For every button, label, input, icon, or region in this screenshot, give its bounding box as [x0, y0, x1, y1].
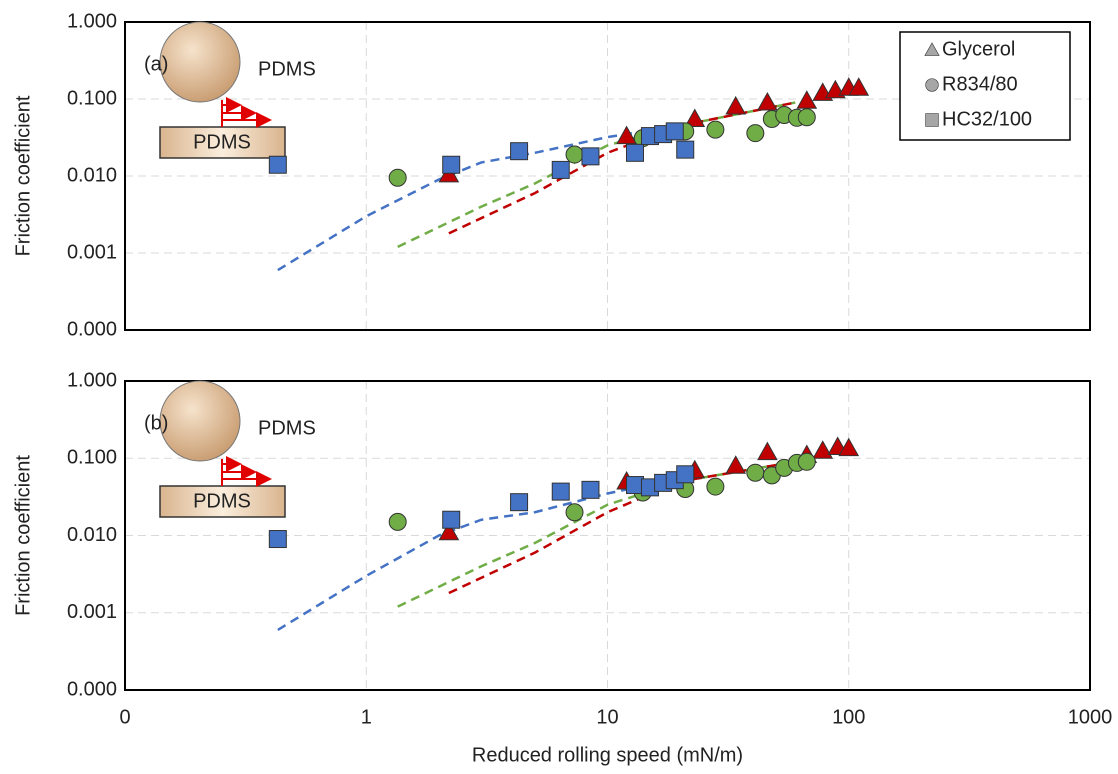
point	[676, 465, 695, 484]
point	[581, 147, 600, 166]
point	[625, 143, 644, 162]
point	[510, 493, 529, 512]
panel-label: (a)	[144, 53, 168, 75]
point	[565, 145, 584, 164]
point	[510, 142, 529, 161]
point	[442, 510, 461, 529]
plot-frame	[124, 380, 1091, 691]
y-tick-label: 0.001	[67, 601, 117, 623]
inset-label: PDMS	[258, 58, 316, 80]
point	[665, 122, 684, 141]
point	[797, 108, 816, 127]
point	[812, 440, 834, 459]
y-axis-label: Friction coefficient	[12, 95, 34, 256]
point	[551, 482, 570, 501]
legend-label: R834/80	[942, 73, 1018, 95]
point	[684, 108, 706, 127]
panel-label: (b)	[144, 412, 168, 434]
point	[565, 503, 584, 522]
x-tick-label: 1	[361, 706, 372, 728]
point	[268, 530, 287, 549]
point	[848, 77, 870, 96]
point	[388, 512, 407, 531]
y-tick-label: 1.000	[67, 369, 117, 391]
point	[757, 91, 778, 111]
fit-line	[397, 101, 796, 249]
inset-slab	[159, 126, 286, 159]
point	[796, 90, 818, 109]
y-tick-label: 1.000	[67, 10, 117, 32]
legend-label: HC32/100	[942, 108, 1032, 130]
point	[676, 140, 695, 159]
x-axis-label: Reduced rolling speed (mN/m)	[472, 744, 743, 766]
y-tick-label: 0.100	[67, 87, 117, 109]
point	[551, 160, 570, 179]
y-tick-label: 0.010	[67, 164, 117, 186]
y-tick-label: 0.100	[67, 447, 117, 469]
point	[442, 155, 461, 174]
inset-label: PDMS	[193, 131, 251, 153]
fit-line	[448, 101, 796, 235]
point	[725, 455, 747, 474]
point	[625, 476, 644, 495]
point	[438, 521, 460, 541]
x-tick-label: 0	[119, 706, 130, 728]
x-tick-label: 1000	[1068, 706, 1113, 728]
inset-label: PDMS	[193, 490, 251, 512]
legend-label: Glycerol	[942, 38, 1015, 60]
point	[706, 477, 725, 496]
point	[757, 441, 778, 461]
inset-ball	[159, 21, 241, 103]
point	[797, 452, 816, 471]
inset-label: PDMS	[258, 417, 316, 439]
y-axis-label: Friction coefficient	[12, 455, 34, 616]
y-tick-label: 0.000	[67, 678, 117, 700]
fit-line	[277, 124, 681, 272]
x-tick-label: 10	[596, 706, 618, 728]
fit-line	[448, 460, 796, 595]
x-tick-label: 100	[832, 706, 865, 728]
inset-ball	[159, 380, 241, 462]
plot-frame	[124, 21, 1091, 331]
legend-marker	[924, 42, 940, 56]
point	[746, 463, 765, 482]
point	[616, 125, 637, 145]
legend-marker	[925, 113, 939, 127]
fit-line	[277, 477, 681, 631]
point	[581, 480, 600, 499]
legend-marker	[925, 78, 939, 92]
point	[725, 95, 747, 115]
fit-line	[397, 460, 796, 608]
point	[746, 124, 765, 143]
point	[838, 437, 860, 457]
y-tick-label: 0.000	[67, 318, 117, 340]
y-tick-label: 0.001	[67, 241, 117, 263]
point	[268, 155, 287, 174]
point	[388, 168, 407, 187]
point	[706, 120, 725, 139]
y-tick-label: 0.010	[67, 524, 117, 546]
